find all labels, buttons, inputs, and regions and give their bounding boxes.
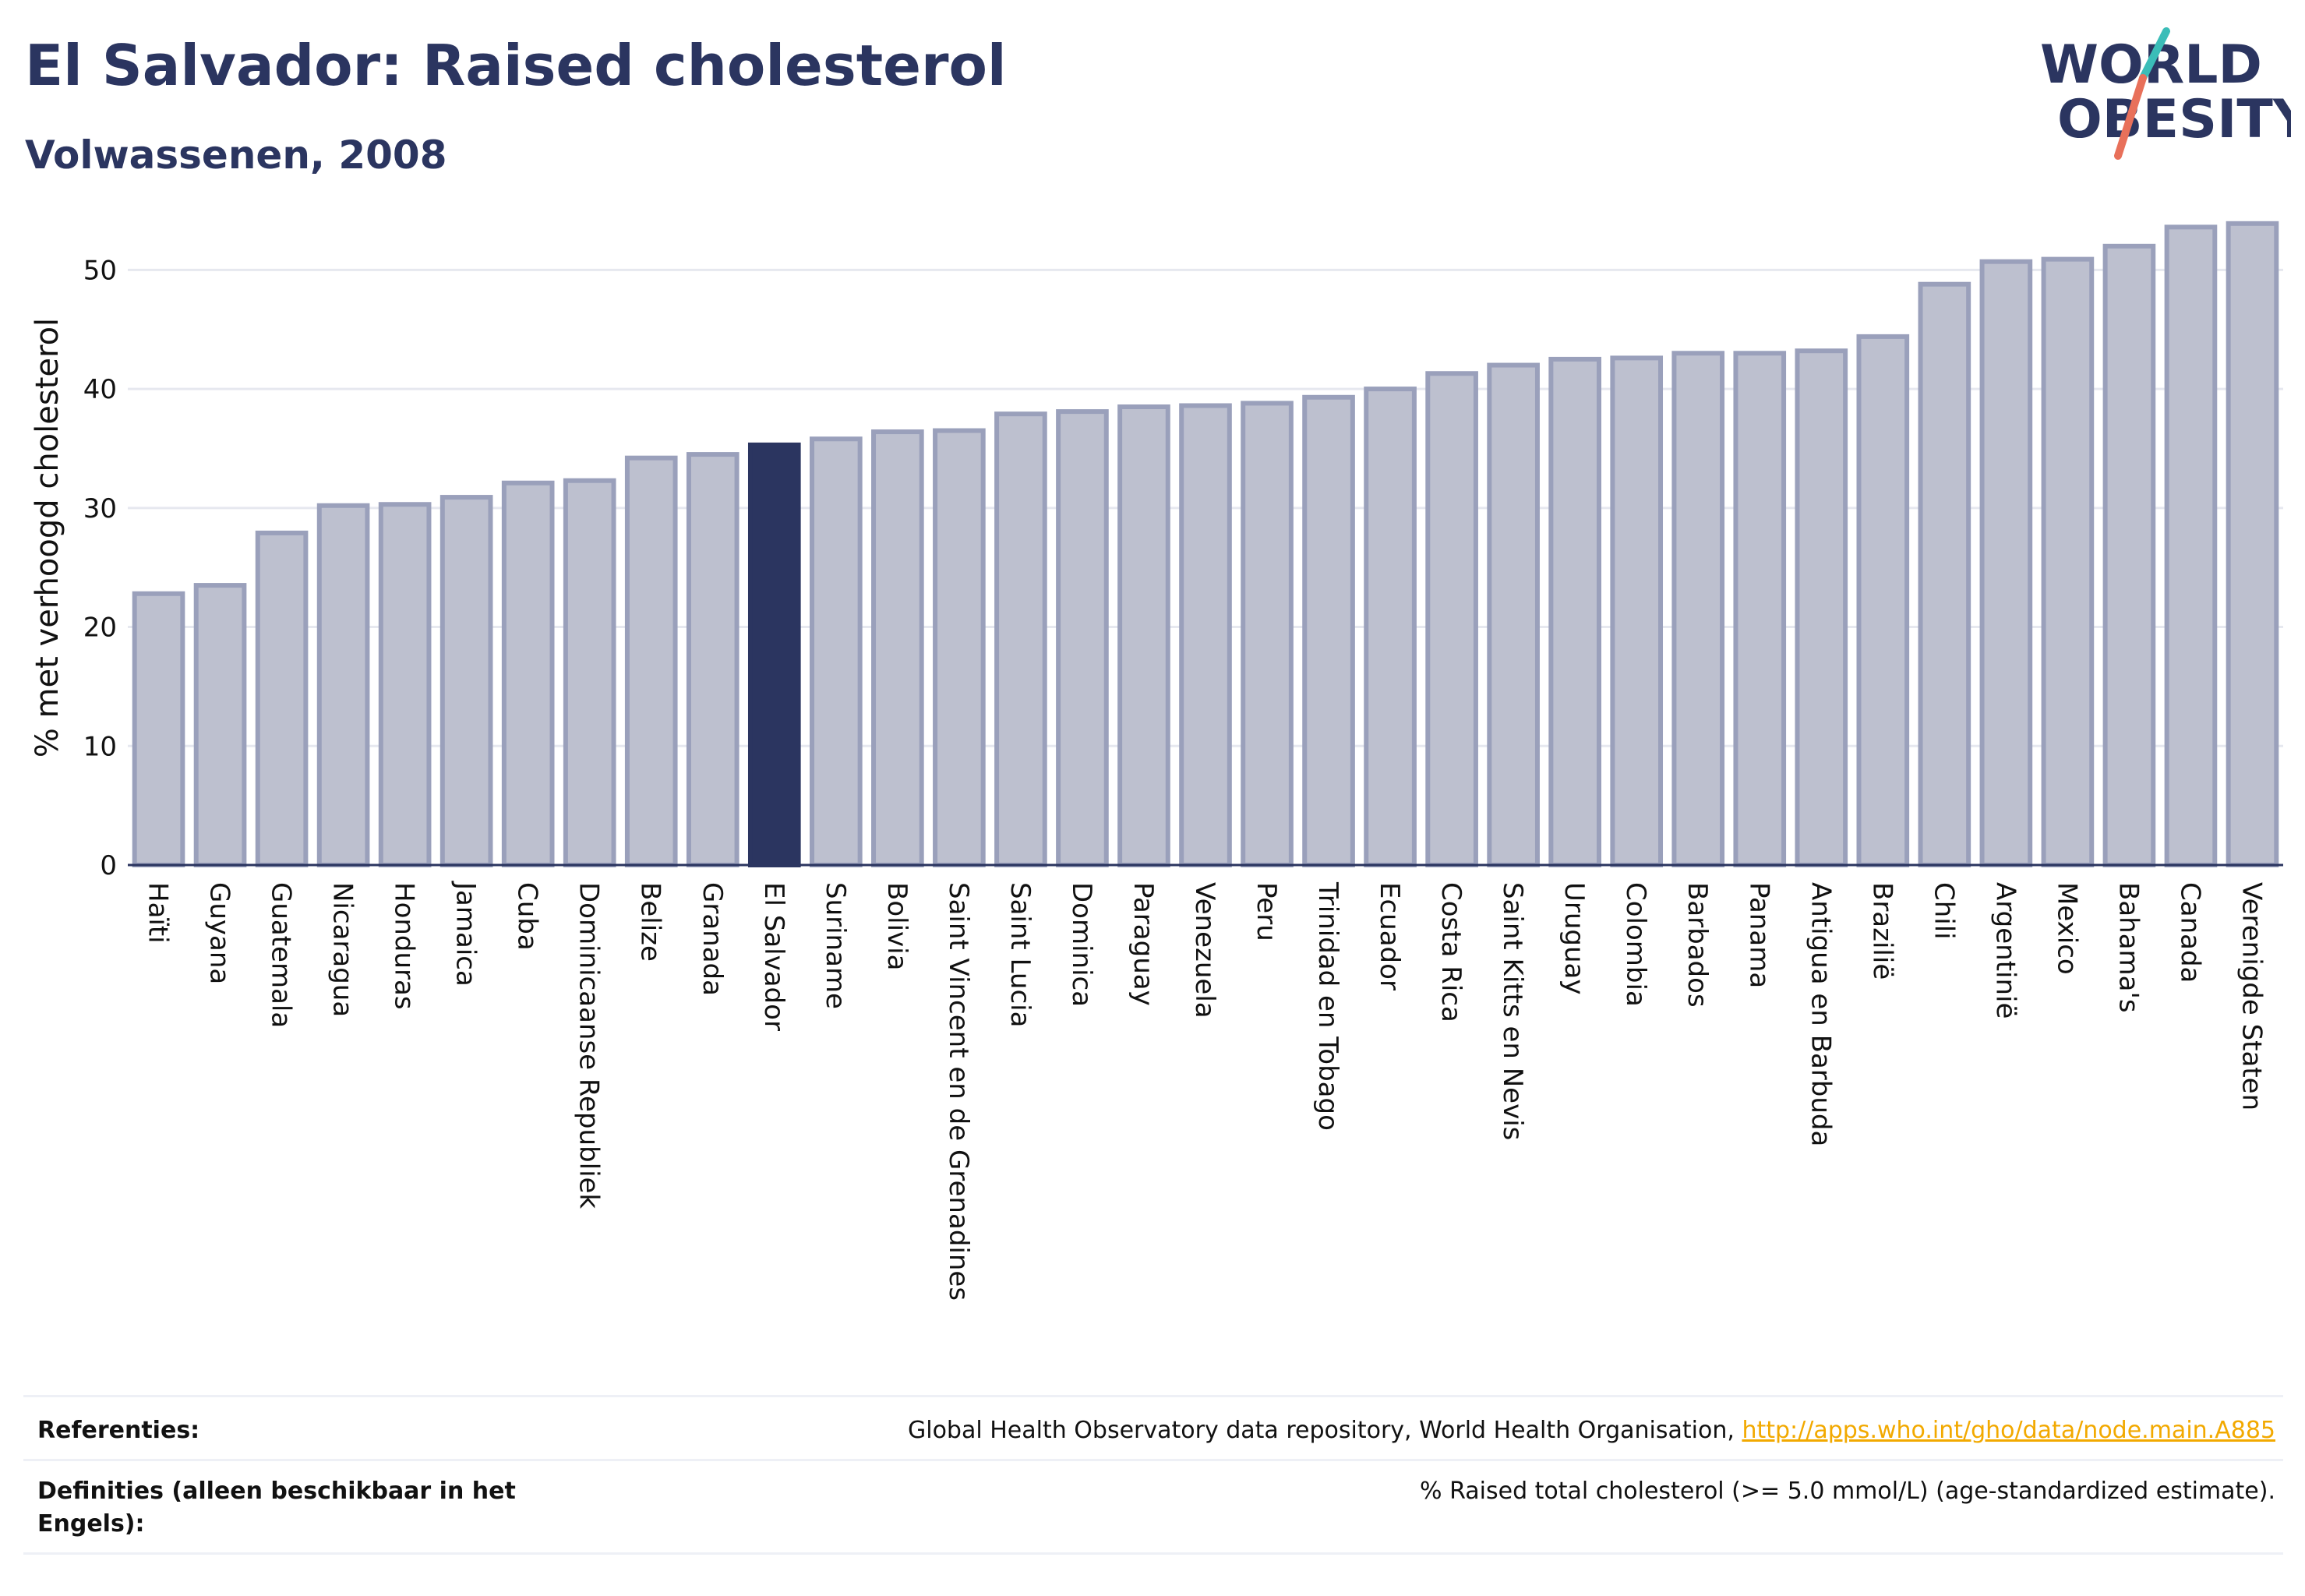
bars	[132, 221, 2279, 868]
bar-mexico	[2041, 256, 2095, 868]
definitions-row: Definities (alleen beschikbaar in het En…	[23, 1459, 2283, 1555]
x-tick-label: Jamaica	[450, 881, 482, 987]
bar-dominicaanse-republiek	[563, 478, 616, 867]
bar-ecuador	[1364, 387, 1417, 868]
bar-cuba	[501, 480, 555, 868]
bar-granada	[686, 452, 740, 867]
x-tick-label: Chili	[1928, 882, 1959, 940]
bar-bahama-s	[2102, 243, 2156, 867]
bar-costa-rica	[1425, 371, 1478, 867]
x-tick-label: Saint Kitts en Nevis	[1497, 882, 1528, 1140]
references-value: Global Health Observatory data repositor…	[908, 1414, 2275, 1447]
x-tick-label: Costa Rica	[1435, 882, 1467, 1022]
x-tick-label: Bolivia	[881, 882, 912, 970]
x-tick-label: Mexico	[2051, 882, 2082, 975]
bar-trinidad-en-tobago	[1302, 394, 1355, 868]
x-tick-label: Colombia	[1620, 882, 1651, 1007]
references-row: Referenties: Global Health Observatory d…	[23, 1395, 2283, 1461]
bar-dominica	[1056, 409, 1109, 867]
x-tick-label: Suriname	[820, 882, 851, 1009]
y-axis-label: % met verhoogd cholesterol	[30, 318, 65, 757]
x-tick-label: Uruguay	[1558, 882, 1590, 995]
x-tick-label: Trinidad en Tobago	[1312, 881, 1343, 1131]
bar-jamaica	[439, 495, 493, 868]
bar-canada	[2164, 224, 2218, 867]
bar-verenigde-staten	[2226, 221, 2279, 867]
bar-belize	[624, 455, 678, 867]
bar-chili	[1918, 281, 1971, 867]
bar-brazili-	[1856, 334, 1910, 867]
bar-paraguay	[1117, 404, 1170, 867]
x-tick-label: Bahama's	[2113, 882, 2144, 1013]
bar-chart: 0 10 20 30 40 50 Haïti Guyana Guatemala Nicaragu…	[30, 221, 2283, 1301]
bar-colombia	[1610, 355, 1664, 867]
x-tick-label: Paraguay	[1128, 882, 1159, 1006]
x-tick-label: Canada	[2174, 882, 2205, 983]
y-tick-label: 40	[83, 374, 117, 405]
references-label: Referenties:	[37, 1417, 200, 1444]
x-tick-label: Nicaragua	[327, 882, 358, 1017]
logo-slash-red	[2114, 74, 2147, 160]
y-tick-label: 20	[83, 613, 117, 644]
x-tick-label: Antigua en Barbuda	[1805, 882, 1836, 1146]
bar-guatemala	[255, 530, 309, 868]
x-tick-label: El Salvador	[758, 882, 789, 1031]
references-link[interactable]: http://apps.who.int/gho/data/node.main.A…	[1742, 1417, 2275, 1444]
chart-subtitle: Volwassenen, 2008	[25, 132, 447, 178]
x-tick-label: Saint Lucia	[1004, 882, 1036, 1027]
x-tick-label: Honduras	[389, 882, 420, 1010]
chart-title: El Salvador: Raised cholesterol	[25, 33, 1007, 98]
bar-panama	[1733, 351, 1787, 868]
bar-bolivia	[871, 429, 924, 867]
definitions-label: Definities (alleen beschikbaar in het En…	[37, 1478, 516, 1538]
bar-argentini-	[1979, 259, 2033, 867]
y-tick-label: 30	[83, 493, 117, 524]
y-tick-label: 0	[100, 850, 117, 881]
x-tick-label: Peru	[1251, 882, 1282, 941]
bar-antigua-en-barbuda	[1795, 348, 1848, 867]
bar-ha-ti	[132, 591, 185, 867]
x-tick-label: Saint Vincent en de Grenadines	[943, 882, 974, 1301]
x-tick-label: Guatemala	[266, 882, 297, 1028]
y-tick-label: 50	[83, 255, 117, 286]
definitions-value: % Raised total cholesterol (>= 5.0 mmol/…	[1420, 1478, 2275, 1505]
bar-saint-vincent-en-de-grenadines	[933, 428, 986, 867]
x-tick-label: Haïti	[143, 882, 174, 944]
x-tick-label: Dominicaanse Republiek	[574, 882, 605, 1209]
bar-el-salvador	[747, 442, 801, 867]
bar-barbados	[1671, 351, 1725, 868]
x-tick-label: Panama	[1743, 882, 1774, 988]
y-axis-ticks: 0 10 20 30 40 50	[83, 255, 117, 881]
x-tick-label: Verenigde Staten	[2236, 882, 2267, 1110]
x-tick-label: Guyana	[204, 882, 235, 984]
x-tick-label: Venezuela	[1189, 882, 1220, 1019]
y-tick-label: 10	[83, 731, 117, 762]
footer-bottom-border	[23, 1552, 2283, 1555]
bar-nicaragua	[316, 503, 370, 867]
x-tick-label: Belize	[635, 882, 666, 962]
x-tick-label: Cuba	[512, 882, 543, 951]
bar-guyana	[193, 583, 247, 867]
logo-slash-teal	[2139, 27, 2170, 82]
x-tick-label: Granada	[697, 882, 728, 996]
x-tick-label: Brazilië	[1866, 882, 1897, 980]
bar-saint-kitts-en-nevis	[1487, 362, 1540, 867]
x-tick-label: Barbados	[1682, 882, 1713, 1008]
bar-uruguay	[1548, 356, 1601, 867]
bar-suriname	[810, 436, 863, 867]
bar-saint-lucia	[994, 411, 1047, 867]
world-obesity-logo: WORLD OBESITY	[2040, 27, 2291, 160]
logo-line-2: OBESITY	[2057, 89, 2291, 150]
bar-honduras	[378, 502, 432, 868]
x-tick-label: Ecuador	[1374, 882, 1405, 990]
bar-peru	[1241, 401, 1294, 867]
bar-venezuela	[1179, 403, 1232, 867]
references-text: Global Health Observatory data repositor…	[908, 1417, 1735, 1444]
x-axis-ticks: Haïti Guyana Guatemala Nicaragua Honduras Jam…	[143, 881, 2268, 1301]
x-tick-label: Dominica	[1066, 882, 1097, 1007]
x-tick-label: Argentinië	[1989, 882, 2021, 1019]
